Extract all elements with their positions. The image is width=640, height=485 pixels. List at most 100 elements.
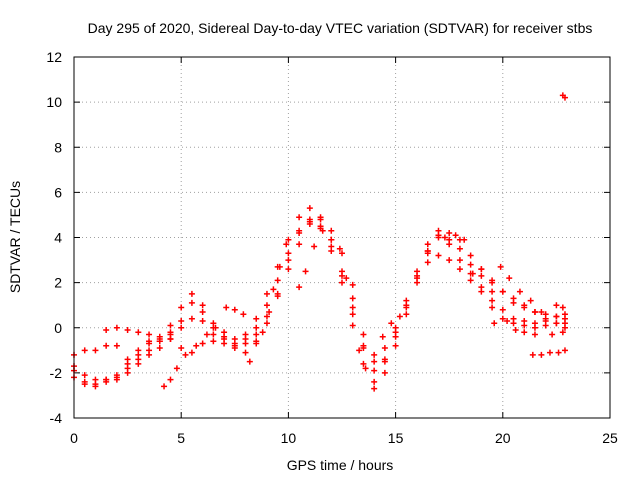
data-point xyxy=(253,338,260,345)
data-point xyxy=(311,243,318,250)
data-point xyxy=(478,272,485,279)
data-point xyxy=(283,241,290,248)
data-point xyxy=(199,302,206,309)
data-point xyxy=(263,313,270,320)
data-point xyxy=(531,308,538,315)
data-series xyxy=(71,205,568,383)
data-series xyxy=(71,216,568,385)
data-point xyxy=(199,308,206,315)
data-point xyxy=(516,288,523,295)
y-tick-label: 8 xyxy=(54,139,62,155)
data-point xyxy=(135,329,142,336)
data-point xyxy=(188,290,195,297)
data-point xyxy=(349,322,356,329)
data-point xyxy=(113,372,120,379)
data-point xyxy=(135,347,142,354)
data-point xyxy=(392,329,399,336)
y-tick-label: 10 xyxy=(46,94,62,110)
data-point xyxy=(561,94,568,101)
data-point xyxy=(263,320,270,327)
data-point xyxy=(529,351,536,358)
data-point xyxy=(274,290,281,297)
data-point xyxy=(178,304,185,311)
data-point xyxy=(103,376,110,383)
data-point xyxy=(317,216,324,223)
data-point xyxy=(521,317,528,324)
plot-frame xyxy=(73,56,611,419)
data-point xyxy=(549,331,556,338)
data-point xyxy=(414,272,421,279)
data-point xyxy=(242,331,249,338)
data-point xyxy=(491,320,498,327)
data-point xyxy=(285,236,292,243)
data-point xyxy=(306,205,313,212)
data-point xyxy=(446,257,453,264)
data-point xyxy=(356,347,363,354)
data-point xyxy=(81,381,88,388)
data-point xyxy=(531,320,538,327)
y-tick-label: 6 xyxy=(54,184,62,200)
data-point xyxy=(339,250,345,257)
data-point xyxy=(542,317,549,324)
data-point xyxy=(285,266,292,273)
data-point xyxy=(561,311,568,318)
data-point xyxy=(424,248,431,255)
data-series xyxy=(71,216,568,390)
data-point xyxy=(510,315,517,322)
data-point xyxy=(253,324,260,331)
data-point xyxy=(259,329,266,336)
data-point xyxy=(506,275,513,282)
data-point xyxy=(478,284,485,291)
grid xyxy=(74,57,610,418)
data-point xyxy=(92,347,99,354)
data-point xyxy=(561,347,568,354)
data-point xyxy=(349,311,356,318)
x-tick-label: 5 xyxy=(177,430,185,446)
data-point xyxy=(446,241,453,248)
data-point xyxy=(103,327,110,334)
data-point xyxy=(553,313,560,320)
data-point xyxy=(379,333,386,340)
data-point xyxy=(276,263,283,270)
data-point xyxy=(424,241,431,248)
data-point xyxy=(113,324,120,331)
data-points xyxy=(71,92,568,392)
y-tick-label: 4 xyxy=(54,230,62,246)
data-point xyxy=(467,277,474,284)
data-point xyxy=(343,275,350,282)
data-point xyxy=(388,320,395,327)
y-axis-label: SDTVAR / TECUs xyxy=(7,181,23,293)
data-point xyxy=(381,345,388,352)
data-point xyxy=(146,347,153,354)
data-point xyxy=(414,279,421,286)
data-point xyxy=(212,324,219,331)
data-point xyxy=(285,250,292,257)
data-point xyxy=(403,311,410,318)
data-point xyxy=(328,236,335,243)
data-point xyxy=(531,331,538,338)
data-point xyxy=(210,331,217,338)
data-point xyxy=(328,248,335,255)
data-point xyxy=(553,302,560,309)
y-tick-label: 2 xyxy=(54,275,62,291)
y-tick-label: -4 xyxy=(50,410,63,426)
data-point xyxy=(546,349,553,356)
data-point xyxy=(435,227,442,234)
data-point xyxy=(396,313,403,320)
data-point xyxy=(527,297,534,304)
data-point xyxy=(167,336,174,343)
data-point xyxy=(246,358,253,365)
data-point xyxy=(392,342,399,349)
data-point xyxy=(538,308,545,315)
data-point xyxy=(456,245,463,252)
data-point xyxy=(446,229,453,236)
data-point xyxy=(319,227,326,234)
data-point xyxy=(302,268,309,275)
data-point xyxy=(328,227,335,234)
data-point xyxy=(81,372,88,379)
data-point xyxy=(240,311,247,318)
data-point xyxy=(371,367,378,374)
data-point xyxy=(441,234,448,241)
